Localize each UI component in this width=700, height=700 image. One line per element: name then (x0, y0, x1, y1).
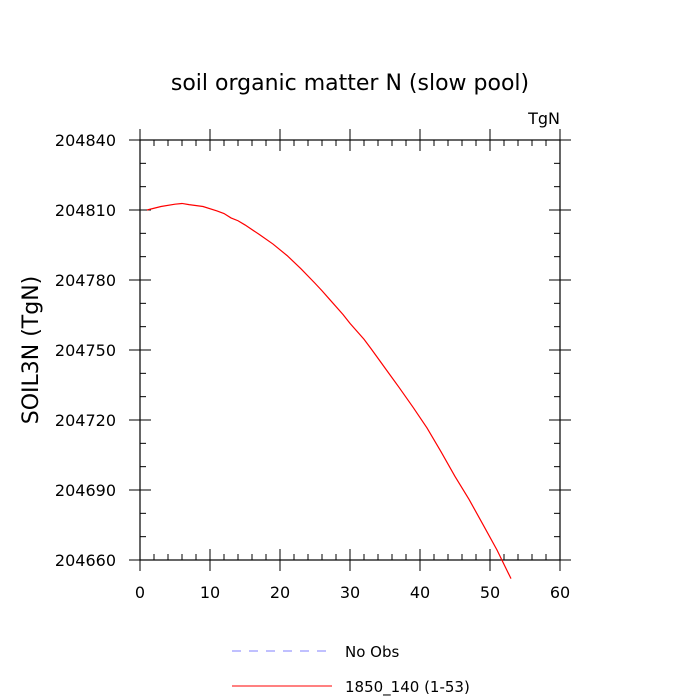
y-tick-label: 204720 (55, 411, 116, 430)
y-tick-label: 204780 (55, 271, 116, 290)
units-label: TgN (527, 109, 560, 128)
series-line-1 (146, 202, 512, 579)
y-tick-label: 204690 (55, 481, 116, 500)
x-tick-label: 30 (340, 583, 360, 602)
tick-labels: 0 10 20 30 40 50 60 204660 204690 204720 204750 204… (55, 131, 570, 602)
legend-label-0: No Obs (345, 643, 399, 661)
x-tick-label: 40 (410, 583, 430, 602)
legend: No Obs 1850_140 (1-53) (232, 643, 470, 697)
legend-label-1: 1850_140 (1-53) (345, 678, 470, 697)
y-tick-label: 204660 (55, 551, 116, 570)
series-lines (146, 202, 512, 579)
x-tick-label: 50 (480, 583, 500, 602)
y-tick-label: 204750 (55, 341, 116, 360)
axis-ticks (129, 129, 571, 571)
x-tick-label: 10 (200, 583, 220, 602)
chart-title: soil organic matter N (slow pool) (171, 71, 529, 96)
plot-frame (139, 139, 561, 561)
y-tick-label: 204810 (55, 201, 116, 220)
x-tick-label: 0 (135, 583, 145, 602)
y-axis-label: SOIL3N (TgN) (19, 276, 44, 425)
x-tick-label: 60 (550, 583, 570, 602)
y-tick-label: 204840 (55, 131, 116, 150)
x-tick-label: 20 (270, 583, 290, 602)
